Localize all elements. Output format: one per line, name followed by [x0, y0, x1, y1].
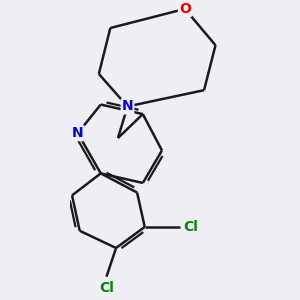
Text: Cl: Cl — [99, 281, 114, 296]
Text: N: N — [72, 126, 84, 140]
Text: Cl: Cl — [184, 220, 199, 234]
Text: N: N — [122, 99, 133, 113]
Text: O: O — [179, 2, 191, 16]
